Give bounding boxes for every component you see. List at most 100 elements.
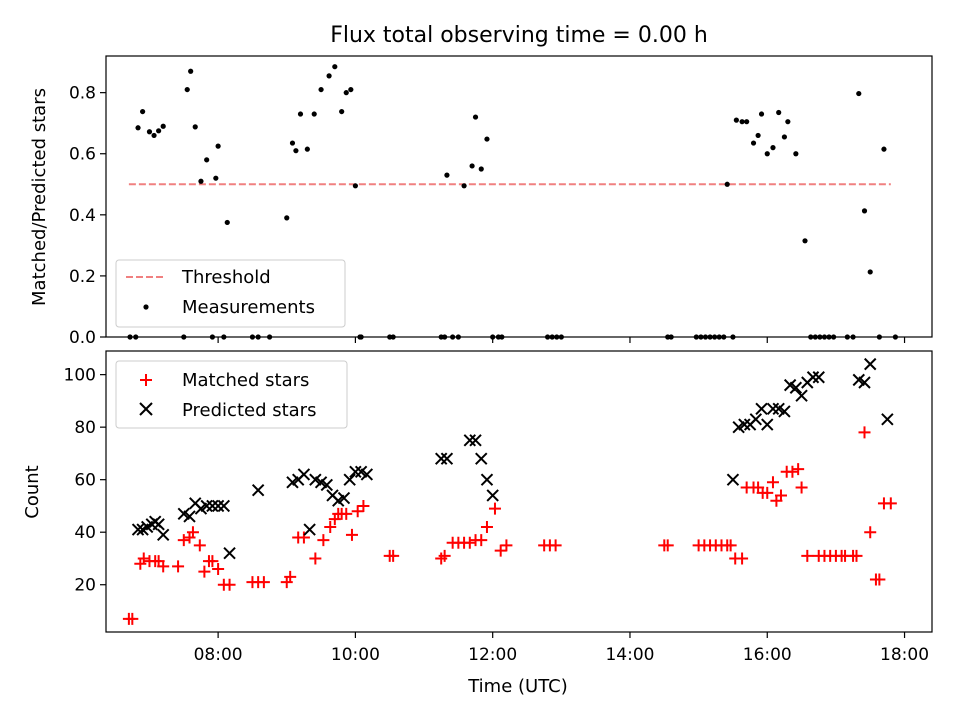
y-tick-label: 0.0 xyxy=(69,328,96,348)
bottom-plot-frame xyxy=(105,350,933,633)
predicted-star-point xyxy=(200,499,213,513)
y-tick-label: 0.6 xyxy=(69,145,96,165)
predicted-star-point xyxy=(183,510,196,523)
measurement-point xyxy=(861,208,868,214)
matched-star-point xyxy=(317,534,330,547)
predicted-star-point xyxy=(881,413,894,426)
predicted-star-point xyxy=(156,528,170,542)
top-legend-box xyxy=(115,259,346,328)
matched-star-point xyxy=(884,497,897,510)
predicted-star-point xyxy=(761,418,774,431)
legend-predicted-swatch xyxy=(139,402,153,416)
predicted-star-point xyxy=(217,499,231,513)
matched-star-point xyxy=(177,534,190,547)
measurement-point xyxy=(160,123,166,129)
matched-star-point xyxy=(284,570,297,583)
predicted-star-point xyxy=(806,371,820,384)
measurement-point xyxy=(297,111,304,117)
matched-star-point xyxy=(345,528,358,541)
x-tick-label: 14:00 xyxy=(605,645,654,665)
matched-star-point xyxy=(324,520,337,533)
matched-star-point xyxy=(297,531,310,544)
measurement-point xyxy=(444,172,450,178)
measurement-point xyxy=(469,163,475,169)
matched-star-point xyxy=(126,612,139,625)
predicted-star-point xyxy=(152,518,165,531)
y-tick-label: 0.2 xyxy=(69,267,96,287)
matched-star-point xyxy=(661,539,674,552)
matched-star-point xyxy=(736,552,749,565)
measurement-point xyxy=(724,181,730,187)
measurement-point xyxy=(733,117,739,123)
matched-star-point xyxy=(858,426,871,439)
y-tick-label: 0.8 xyxy=(69,84,96,104)
predicted-star-point xyxy=(131,523,145,536)
y-tick-label: 20 xyxy=(74,576,96,596)
measurement-point xyxy=(339,108,345,115)
measurement-point xyxy=(213,175,219,181)
x-tick-label: 08:00 xyxy=(194,645,243,665)
top-x-ticks xyxy=(217,337,906,343)
predicted-star-point xyxy=(360,468,374,481)
predicted-star-point xyxy=(864,357,877,371)
predicted-star-point xyxy=(475,452,488,465)
top-panel: 0.00.20.40.60.8 Matched/Predicted stars … xyxy=(29,55,933,348)
measurement-point xyxy=(739,119,745,125)
measurement-point xyxy=(284,215,290,221)
matched-star-point xyxy=(257,576,270,589)
matched-star-point xyxy=(212,562,225,575)
y-tick-label: 40 xyxy=(74,523,96,543)
matched-star-point xyxy=(774,489,787,502)
predicted-star-point xyxy=(297,468,311,481)
matched-star-point xyxy=(198,565,211,578)
matched-star-point xyxy=(157,560,170,573)
matched-star-point xyxy=(387,549,400,562)
x-tick-label: 10:00 xyxy=(331,645,380,665)
matched-star-point xyxy=(172,560,185,573)
measurement-point xyxy=(318,86,324,93)
matched-stars-layer xyxy=(122,426,897,625)
legend-threshold-label: Threshold xyxy=(181,267,271,288)
matched-star-point xyxy=(137,552,150,565)
top-y-ticks: 0.0 0.2 0.4 0.6 0.8 xyxy=(69,84,106,348)
measurement-point xyxy=(881,146,887,152)
predicted-star-point xyxy=(726,473,740,486)
predicted-star-point xyxy=(343,473,356,486)
measurement-point xyxy=(793,151,799,157)
matched-star-point xyxy=(475,534,488,547)
y-tick-label: 100 xyxy=(64,366,96,386)
predicted-star-point xyxy=(858,376,871,389)
measurement-point xyxy=(140,108,146,115)
measurement-point xyxy=(348,86,354,93)
measurement-point xyxy=(192,124,198,130)
predicted-star-point xyxy=(434,452,448,465)
measurement-point xyxy=(343,90,349,96)
predicted-star-point xyxy=(749,413,763,426)
predicted-star-point xyxy=(206,499,219,513)
legend-predicted-label: Predicted stars xyxy=(182,400,316,421)
measurement-point xyxy=(802,238,808,244)
measurement-point xyxy=(332,64,338,70)
measurement-point xyxy=(352,183,359,189)
predicted-star-point xyxy=(778,405,791,418)
measurement-point xyxy=(461,183,467,189)
predicted-star-point xyxy=(486,489,499,502)
predicted-star-point xyxy=(766,402,780,415)
predicted-star-point xyxy=(469,434,482,447)
measurement-point xyxy=(293,148,299,154)
y-tick-label: 60 xyxy=(74,471,96,491)
top-plot-frame xyxy=(105,55,933,338)
predicted-star-point xyxy=(337,491,351,505)
predicted-star-point xyxy=(349,465,362,479)
measurement-point xyxy=(856,90,862,97)
predicted-star-point xyxy=(320,478,334,492)
measurement-point xyxy=(151,132,157,139)
measurement-point xyxy=(311,111,317,117)
measurement-point xyxy=(785,119,791,125)
y-tick-label: 0.4 xyxy=(69,206,96,226)
matched-star-point xyxy=(357,499,370,512)
measurement-point xyxy=(188,68,194,74)
bottom-legend-box xyxy=(115,360,348,429)
legend-matched-label: Matched stars xyxy=(182,370,309,391)
measurement-point xyxy=(867,269,873,275)
